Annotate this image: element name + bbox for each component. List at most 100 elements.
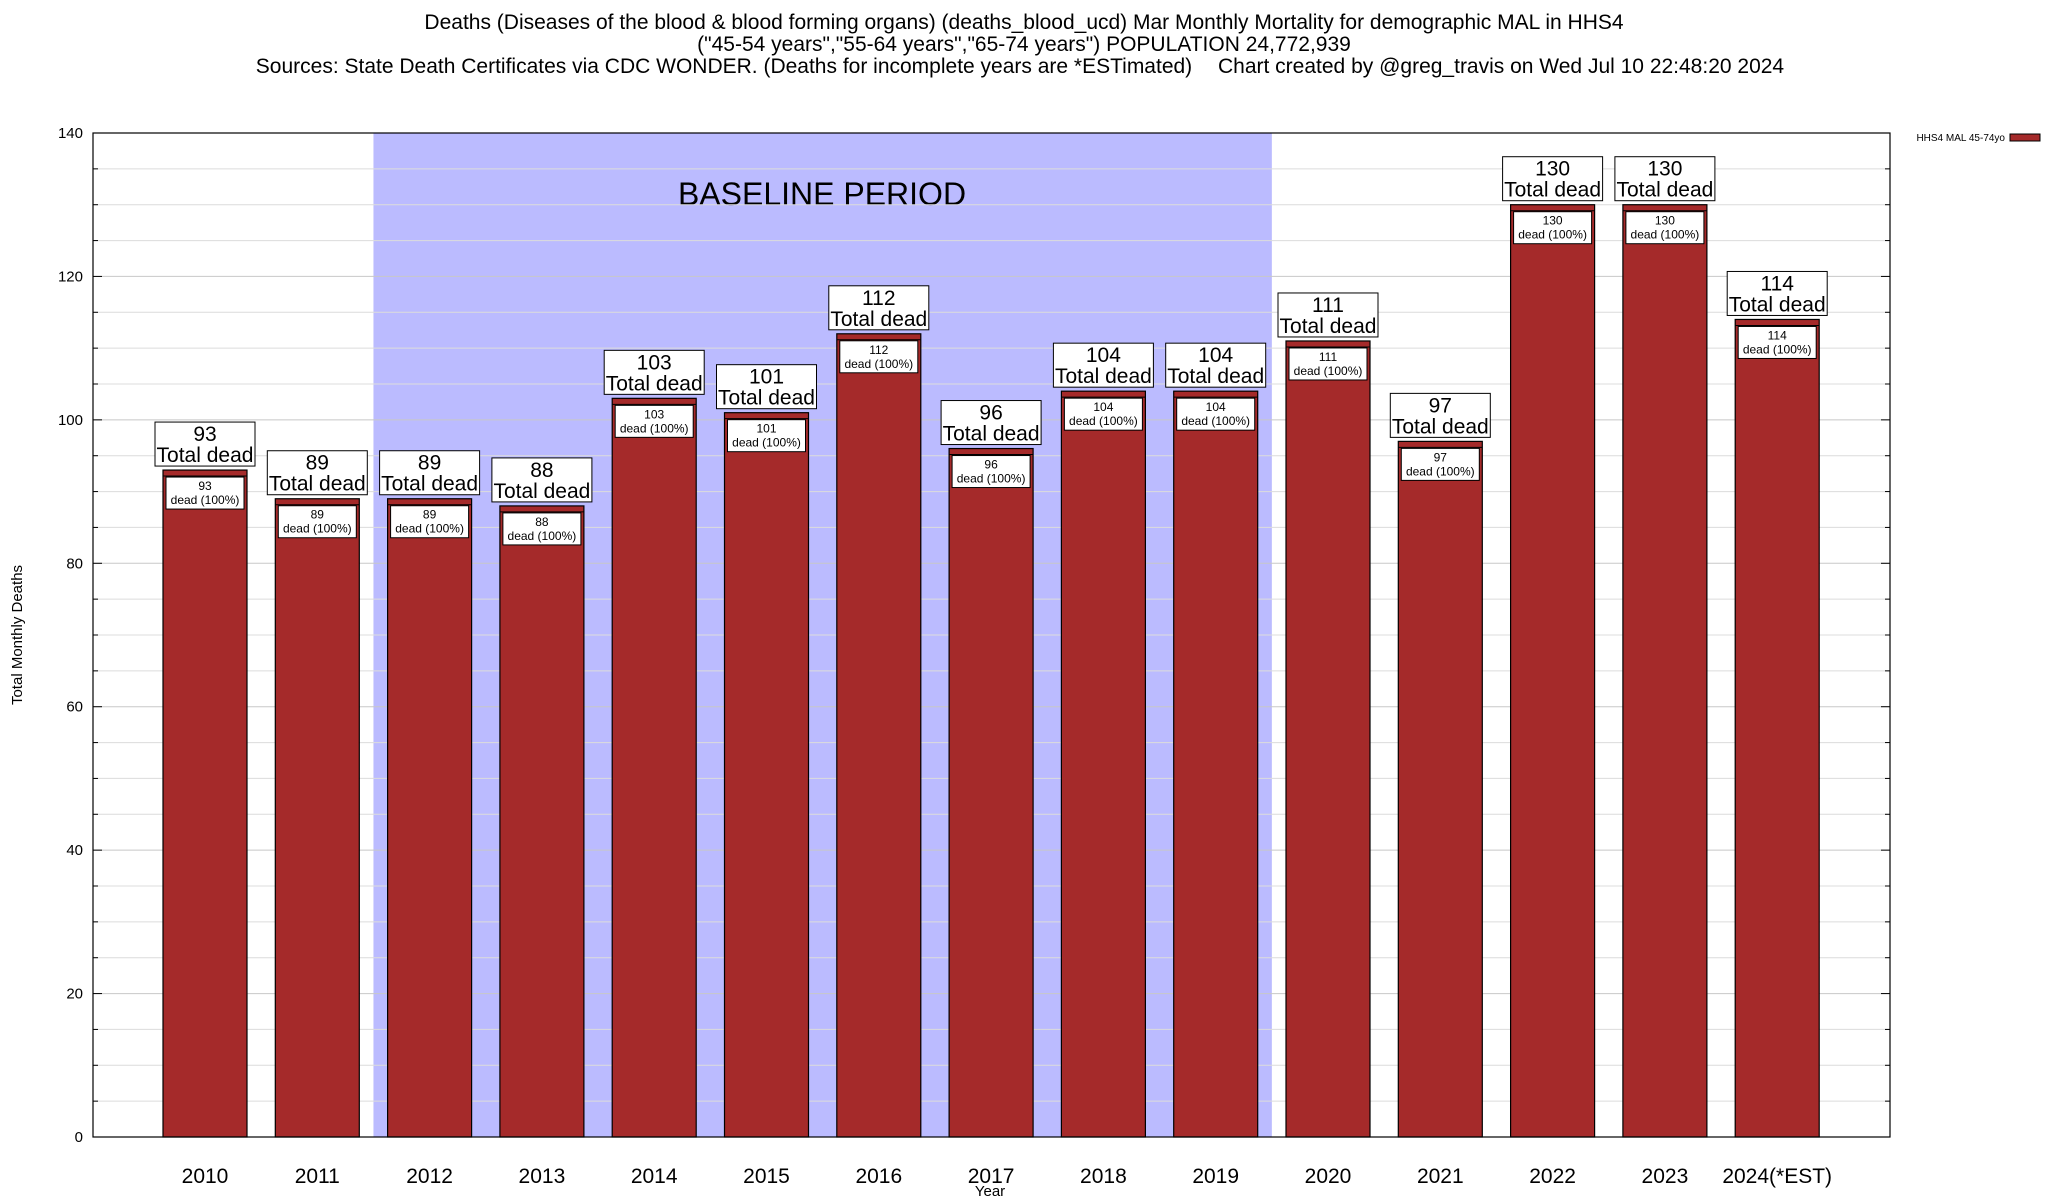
segment-label-box	[1176, 397, 1256, 431]
bar	[274, 498, 360, 1138]
total-label: Total dead	[1167, 365, 1264, 388]
segment-label: dead (100%)	[1069, 414, 1138, 428]
segment-label: dead (100%)	[732, 436, 801, 450]
segment-value: 104	[1093, 400, 1113, 414]
segment-label: dead (100%)	[1631, 228, 1700, 242]
segment-label-box	[1513, 211, 1593, 245]
y-tick-label: 100	[58, 412, 83, 429]
bar	[836, 333, 922, 1138]
total-label-box	[491, 457, 593, 503]
segment-label-box	[390, 505, 470, 539]
total-label: Total dead	[381, 473, 478, 496]
total-label: Total dead	[1280, 315, 1377, 338]
total-label: Total dead	[1729, 293, 1826, 316]
total-value: 111	[1312, 294, 1344, 317]
x-tick-label: 2012	[406, 1165, 453, 1188]
segment-value: 114	[1768, 328, 1787, 342]
segment-label-box	[614, 404, 694, 438]
total-label-box	[1614, 156, 1716, 202]
x-tick-label: 2019	[1192, 1165, 1239, 1188]
y-tick-label: 80	[66, 555, 83, 572]
segment-value: 104	[1206, 400, 1226, 414]
x-tick-label: 2018	[1080, 1165, 1127, 1188]
chart-subtitle: ("45-54 years","55-64 years","65-74 year…	[697, 33, 1351, 56]
bar	[1060, 390, 1147, 1138]
y-axis-label: Total Monthly Deaths	[9, 565, 26, 705]
segment-value: 89	[423, 508, 437, 522]
total-label: Total dead	[718, 387, 815, 410]
chart-title-block: Deaths (Diseases of the blood & blood fo…	[0, 12, 2048, 78]
x-axis-label: Year	[975, 1183, 1005, 1200]
total-label-box	[379, 450, 481, 496]
bar	[723, 412, 810, 1138]
bar	[948, 447, 1034, 1138]
segment-label: dead (100%)	[1406, 464, 1475, 478]
x-tick-label: 2014	[631, 1165, 678, 1188]
segment-label-box	[839, 340, 919, 374]
total-value: 104	[1198, 344, 1233, 367]
plot-border	[92, 132, 1891, 1138]
total-label-box	[1165, 342, 1267, 388]
segment-label-box	[1400, 447, 1480, 481]
segment-label-box	[727, 419, 806, 453]
segment-label-box	[1063, 397, 1143, 431]
segment-label: dead (100%)	[1294, 364, 1363, 378]
x-tick-label: 2021	[1417, 1165, 1464, 1188]
total-value: 130	[1647, 158, 1682, 181]
total-label-box	[1389, 392, 1491, 438]
total-label-box	[1052, 342, 1154, 388]
total-label-box	[828, 285, 930, 331]
x-tick-label: 2010	[182, 1165, 229, 1188]
total-label-box	[266, 450, 368, 496]
legend-swatch	[2009, 133, 2041, 142]
segment-value: 97	[1434, 450, 1448, 464]
segment-label: dead (100%)	[844, 357, 913, 371]
bar	[162, 469, 248, 1138]
bar	[499, 505, 585, 1138]
total-label-box	[716, 364, 817, 410]
bar	[1285, 340, 1371, 1138]
total-value: 96	[979, 402, 1002, 425]
total-label-box	[154, 421, 256, 467]
total-label: Total dead	[157, 444, 254, 467]
chart-credit: Chart created by @greg_travis on Wed Jul…	[1218, 55, 1785, 78]
segment-label: dead (100%)	[1181, 414, 1250, 428]
total-label: Total dead	[1055, 365, 1152, 388]
baseline-label: BASELINE PERIOD	[678, 176, 966, 212]
y-tick-label: 120	[58, 268, 83, 285]
x-tick-label: 2022	[1529, 1165, 1576, 1188]
y-tick-label: 0	[75, 1129, 83, 1146]
segment-label-box	[951, 455, 1031, 489]
total-label: Total dead	[943, 423, 1040, 446]
total-label-box	[1502, 156, 1604, 202]
total-value: 130	[1535, 158, 1570, 181]
total-label-box	[1726, 270, 1828, 316]
total-value: 97	[1429, 394, 1452, 417]
bar	[1397, 440, 1483, 1138]
segment-label-box	[1625, 211, 1705, 245]
total-value: 93	[193, 423, 216, 446]
segment-label-box	[165, 476, 245, 510]
segment-value: 130	[1543, 214, 1563, 228]
segment-label-box	[1737, 325, 1817, 359]
segment-value: 111	[1319, 350, 1338, 364]
total-value: 101	[749, 366, 784, 389]
segment-label: dead (100%)	[508, 529, 577, 543]
segment-label: dead (100%)	[957, 472, 1026, 486]
x-tick-label: 2011	[295, 1165, 340, 1188]
y-tick-label: 20	[66, 986, 83, 1003]
segment-label: dead (100%)	[395, 522, 464, 536]
total-label: Total dead	[493, 480, 590, 503]
segment-value: 88	[535, 515, 549, 529]
x-tick-label: 2024(*EST)	[1722, 1165, 1832, 1188]
segment-value: 130	[1655, 214, 1675, 228]
x-tick-label: 2015	[743, 1165, 790, 1188]
legend-label: HHS4 MAL 45-74yo	[1916, 133, 2005, 144]
total-label: Total dead	[830, 308, 927, 331]
x-tick-label: 2016	[855, 1165, 902, 1188]
total-value: 103	[637, 351, 672, 374]
y-tick-label: 60	[66, 699, 83, 716]
chart-title: Deaths (Diseases of the blood & blood fo…	[424, 11, 1624, 34]
bar	[387, 498, 473, 1138]
